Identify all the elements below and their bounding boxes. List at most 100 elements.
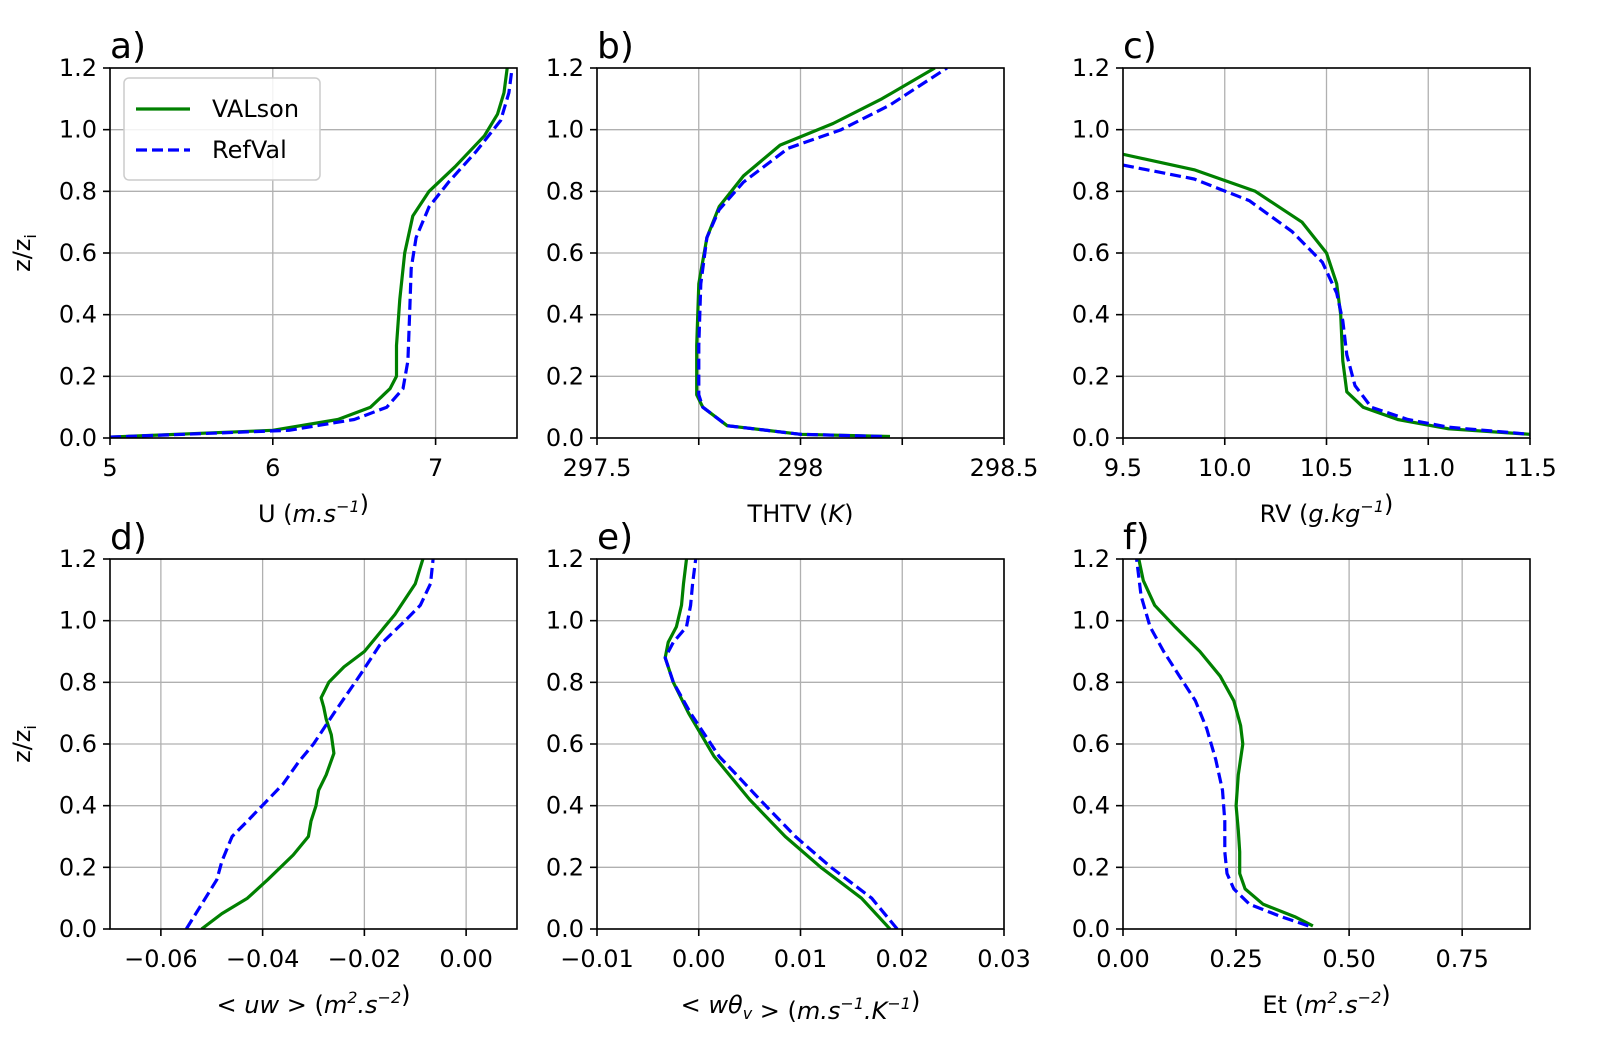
ytick-label: 1.2 [546,54,584,82]
ytick-label: 0.8 [546,668,584,696]
panel-title: b) [597,26,634,67]
ytick-label: 0.4 [59,301,97,329]
y-axis-label: z/zi [8,725,40,763]
ytick-label: 1.0 [59,116,97,144]
panel-1: 297.5 298 298.5 0.0 0.2 0.4 0.6 0.8 1.0 1.2 b) THTV… [546,26,1039,528]
y-axis-label: z/zi [8,234,40,272]
series-refval-panel-2 [1123,163,1530,436]
xtick-label: 0.75 [1435,945,1488,973]
ytick-label: 0.4 [1072,792,1110,820]
xtick-label: 0.00 [439,945,492,973]
xtick-label: 10.0 [1198,454,1251,482]
ytick-label: 0.6 [59,730,97,758]
xtick-label: 11.0 [1402,454,1455,482]
panel-title: e) [597,517,633,558]
ytick-label: 0.8 [1072,177,1110,205]
ytick-label: 0.4 [1072,301,1110,329]
ytick-label: 1.2 [59,54,97,82]
ytick-label: 0.2 [59,362,97,390]
legend-label: RefVal [212,136,287,164]
ytick-label: 1.0 [59,607,97,635]
ytick-label: 1.0 [1072,607,1110,635]
ytick-label: 1.0 [1072,116,1110,144]
series-refval-panel-1 [697,68,948,438]
xtick-label: 0.01 [774,945,827,973]
ytick-label: 1.0 [546,116,584,144]
x-axis-label: U (m.s−1) [258,490,369,528]
legend: VALson RefVal [123,77,321,181]
ytick-label: 0.2 [546,853,584,881]
series-refval-panel-4 [663,559,899,929]
ytick-label: 0.4 [59,792,97,820]
ytick-label: 0.0 [59,424,97,452]
ytick-label: 1.2 [546,545,584,573]
ytick-label: 0.2 [1072,362,1110,390]
panel-title: a) [110,26,146,67]
panel-2: 9.5 10.0 10.5 11.0 11.5 0.0 0.2 0.4 0.6 0.8 1.0 1.2… [1072,26,1557,528]
series-refval-panel-5 [1135,559,1309,928]
ytick-label: 0.8 [59,668,97,696]
ytick-label: 1.2 [59,545,97,573]
x-axis-label: THTV (K) [747,500,854,528]
xtick-label: 0.25 [1209,945,1262,973]
x-axis-label: < uw > (m2.s−2) [216,981,410,1019]
panel-title: f) [1123,517,1150,558]
ytick-label: 0.6 [546,730,584,758]
ytick-label: 0.0 [1072,915,1110,943]
ytick-label: 0.0 [1072,424,1110,452]
series-valson-panel-3 [200,559,425,929]
ytick-label: 0.2 [59,853,97,881]
ytick-label: 1.2 [1072,54,1110,82]
xtick-label: 0.50 [1322,945,1375,973]
xtick-label: 10.5 [1300,454,1353,482]
xtick-label: 0.00 [1096,945,1149,973]
ytick-label: 0.0 [546,915,584,943]
ytick-label: 0.4 [546,301,584,329]
ytick-label: 0.4 [546,792,584,820]
panel-4: −0.01 0.00 0.01 0.02 0.03 0.0 0.2 0.4 0.6 0.8 1.0 1… [546,517,1031,1025]
legend-label: VALson [212,95,299,123]
legend-box [123,77,321,181]
panel-title: d) [110,517,147,558]
ytick-label: 1.0 [546,607,584,635]
xtick-label: −0.06 [124,945,198,973]
xtick-label: 298.5 [970,454,1039,482]
x-axis-label: < wθv > (m.s−1.K−1) [681,987,921,1025]
panel-title: c) [1123,26,1157,67]
ytick-label: 0.0 [546,424,584,452]
ytick-label: 0.2 [546,362,584,390]
ytick-label: 0.6 [59,239,97,267]
ytick-label: 0.6 [546,239,584,267]
series-valson-panel-5 [1137,559,1314,928]
series-valson-panel-2 [1123,152,1530,436]
ytick-label: 0.8 [59,177,97,205]
series-valson-panel-0 [110,68,509,438]
xtick-label: 0.00 [672,945,725,973]
ytick-label: 0.6 [1072,239,1110,267]
xtick-label: 297.5 [563,454,632,482]
xtick-label: −0.04 [226,945,300,973]
ytick-label: 0.8 [1072,668,1110,696]
xtick-label: 6 [265,454,280,482]
xtick-label: 7 [428,454,443,482]
xtick-label: 0.02 [876,945,929,973]
xtick-label: −0.02 [328,945,402,973]
ytick-label: 0.6 [1072,730,1110,758]
ytick-label: 0.2 [1072,853,1110,881]
xtick-label: 9.5 [1104,454,1142,482]
xtick-label: 11.5 [1503,454,1556,482]
x-axis-label: RV (g.kg−1) [1260,490,1394,528]
series-valson-panel-4 [663,559,892,929]
ytick-label: 1.2 [1072,545,1110,573]
panel-3: −0.06 −0.04 −0.02 0.00 0.0 0.2 0.4 0.6 0.8 1.0 1.2… [8,517,518,1019]
ytick-label: 0.8 [546,177,584,205]
series-valson-panel-1 [695,68,936,438]
xtick-label: −0.01 [560,945,634,973]
xtick-label: 298 [778,454,824,482]
xtick-label: 5 [102,454,117,482]
series-refval-panel-0 [110,68,514,438]
series-refval-panel-3 [184,559,435,929]
xtick-label: 0.03 [977,945,1030,973]
x-axis-label: Et (m2.s−2) [1262,981,1390,1019]
